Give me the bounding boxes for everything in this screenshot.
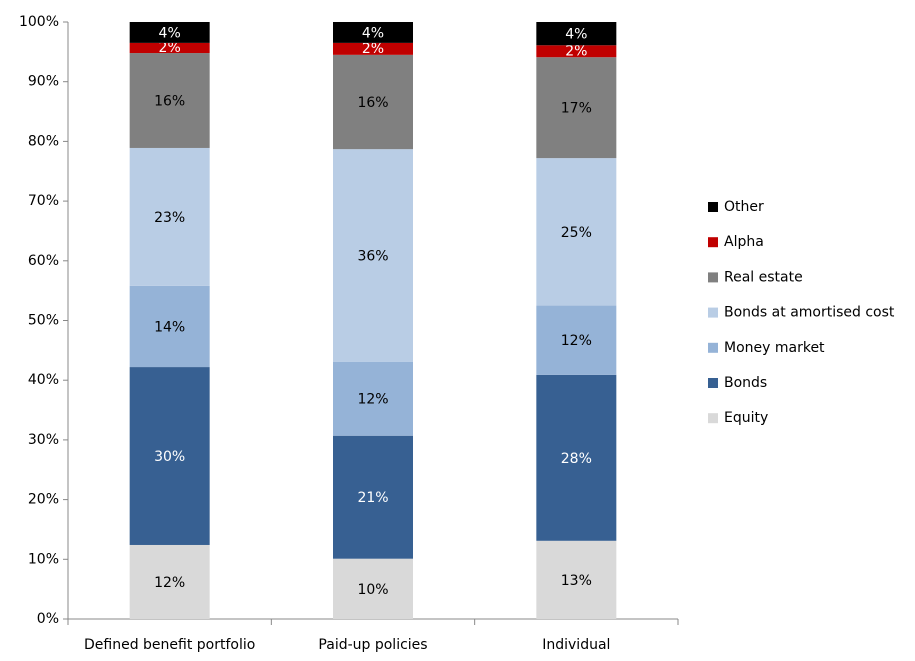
- legend-swatch: [708, 272, 718, 283]
- y-tick-label: 50%: [28, 313, 59, 329]
- legend-label: Money market: [724, 340, 825, 356]
- data-label: 25%: [561, 225, 592, 241]
- legend-swatch: [708, 413, 718, 424]
- bar-segment: [333, 54, 413, 150]
- data-label: 4%: [565, 27, 587, 43]
- x-tick-label: Individual: [542, 637, 610, 653]
- legend-label: Alpha: [724, 234, 764, 250]
- data-label: 23%: [154, 210, 185, 226]
- bar-segment: [129, 147, 210, 286]
- data-label: 21%: [357, 490, 388, 506]
- legend-swatch: [708, 342, 718, 353]
- data-label: 13%: [561, 573, 592, 589]
- bar-segment: [333, 558, 413, 619]
- legend-swatch: [708, 307, 718, 318]
- y-tick-label: 80%: [28, 133, 59, 149]
- data-label: 2%: [362, 41, 384, 57]
- y-tick-label: 20%: [28, 492, 59, 508]
- bar-segment: [333, 42, 413, 55]
- bar-segment: [536, 158, 617, 306]
- legend-swatch: [708, 237, 718, 248]
- bar-segment: [129, 544, 210, 619]
- y-tick-label: 90%: [28, 74, 59, 90]
- data-label: 17%: [561, 101, 592, 117]
- legend-label: Other: [724, 199, 764, 215]
- x-tick-label: Defined benefit portfolio: [84, 637, 255, 653]
- legend-label: Real estate: [724, 269, 803, 285]
- bar-segment: [536, 45, 617, 58]
- data-label: 2%: [159, 40, 181, 56]
- data-label: 12%: [561, 333, 592, 349]
- data-label: 4%: [362, 25, 384, 41]
- data-label: 4%: [159, 25, 181, 41]
- bar-segment: [333, 435, 413, 559]
- data-label: 28%: [561, 451, 592, 467]
- legend-swatch: [708, 202, 718, 212]
- y-tick-label: 100%: [19, 14, 59, 30]
- y-tick-label: 70%: [28, 193, 59, 209]
- bar-segment: [536, 57, 617, 159]
- bar-segment: [129, 367, 210, 545]
- bar-segment: [536, 22, 617, 46]
- data-label: 36%: [357, 248, 388, 264]
- data-label: 2%: [565, 43, 587, 59]
- y-tick-label: 10%: [28, 551, 59, 567]
- y-tick-label: 0%: [37, 611, 59, 627]
- legend-label: Bonds: [724, 375, 767, 391]
- bar-segment: [129, 285, 210, 368]
- bar-segment: [333, 361, 413, 436]
- bar-segment: [536, 305, 617, 375]
- bar-segment: [129, 42, 210, 54]
- y-tick-label: 30%: [28, 432, 59, 448]
- bar-segment: [333, 149, 413, 362]
- data-label: 10%: [357, 582, 388, 598]
- bar-segment: [536, 374, 617, 541]
- data-label: 16%: [154, 94, 185, 110]
- bar-segment: [129, 22, 210, 43]
- data-label: 14%: [154, 319, 185, 335]
- y-tick-label: 60%: [28, 253, 59, 269]
- y-tick-label: 40%: [28, 372, 59, 388]
- legend-label: Bonds at amortised cost: [724, 305, 895, 321]
- data-label: 12%: [357, 392, 388, 408]
- legend-label: Equity: [724, 410, 768, 426]
- bar-segment: [536, 540, 617, 619]
- bar-segment: [129, 53, 210, 148]
- data-label: 12%: [154, 575, 185, 591]
- data-label: 16%: [357, 95, 388, 111]
- x-tick-label: Paid-up policies: [318, 637, 427, 653]
- bar-segment: [333, 22, 413, 43]
- data-label: 30%: [154, 449, 185, 465]
- legend-swatch: [708, 378, 718, 388]
